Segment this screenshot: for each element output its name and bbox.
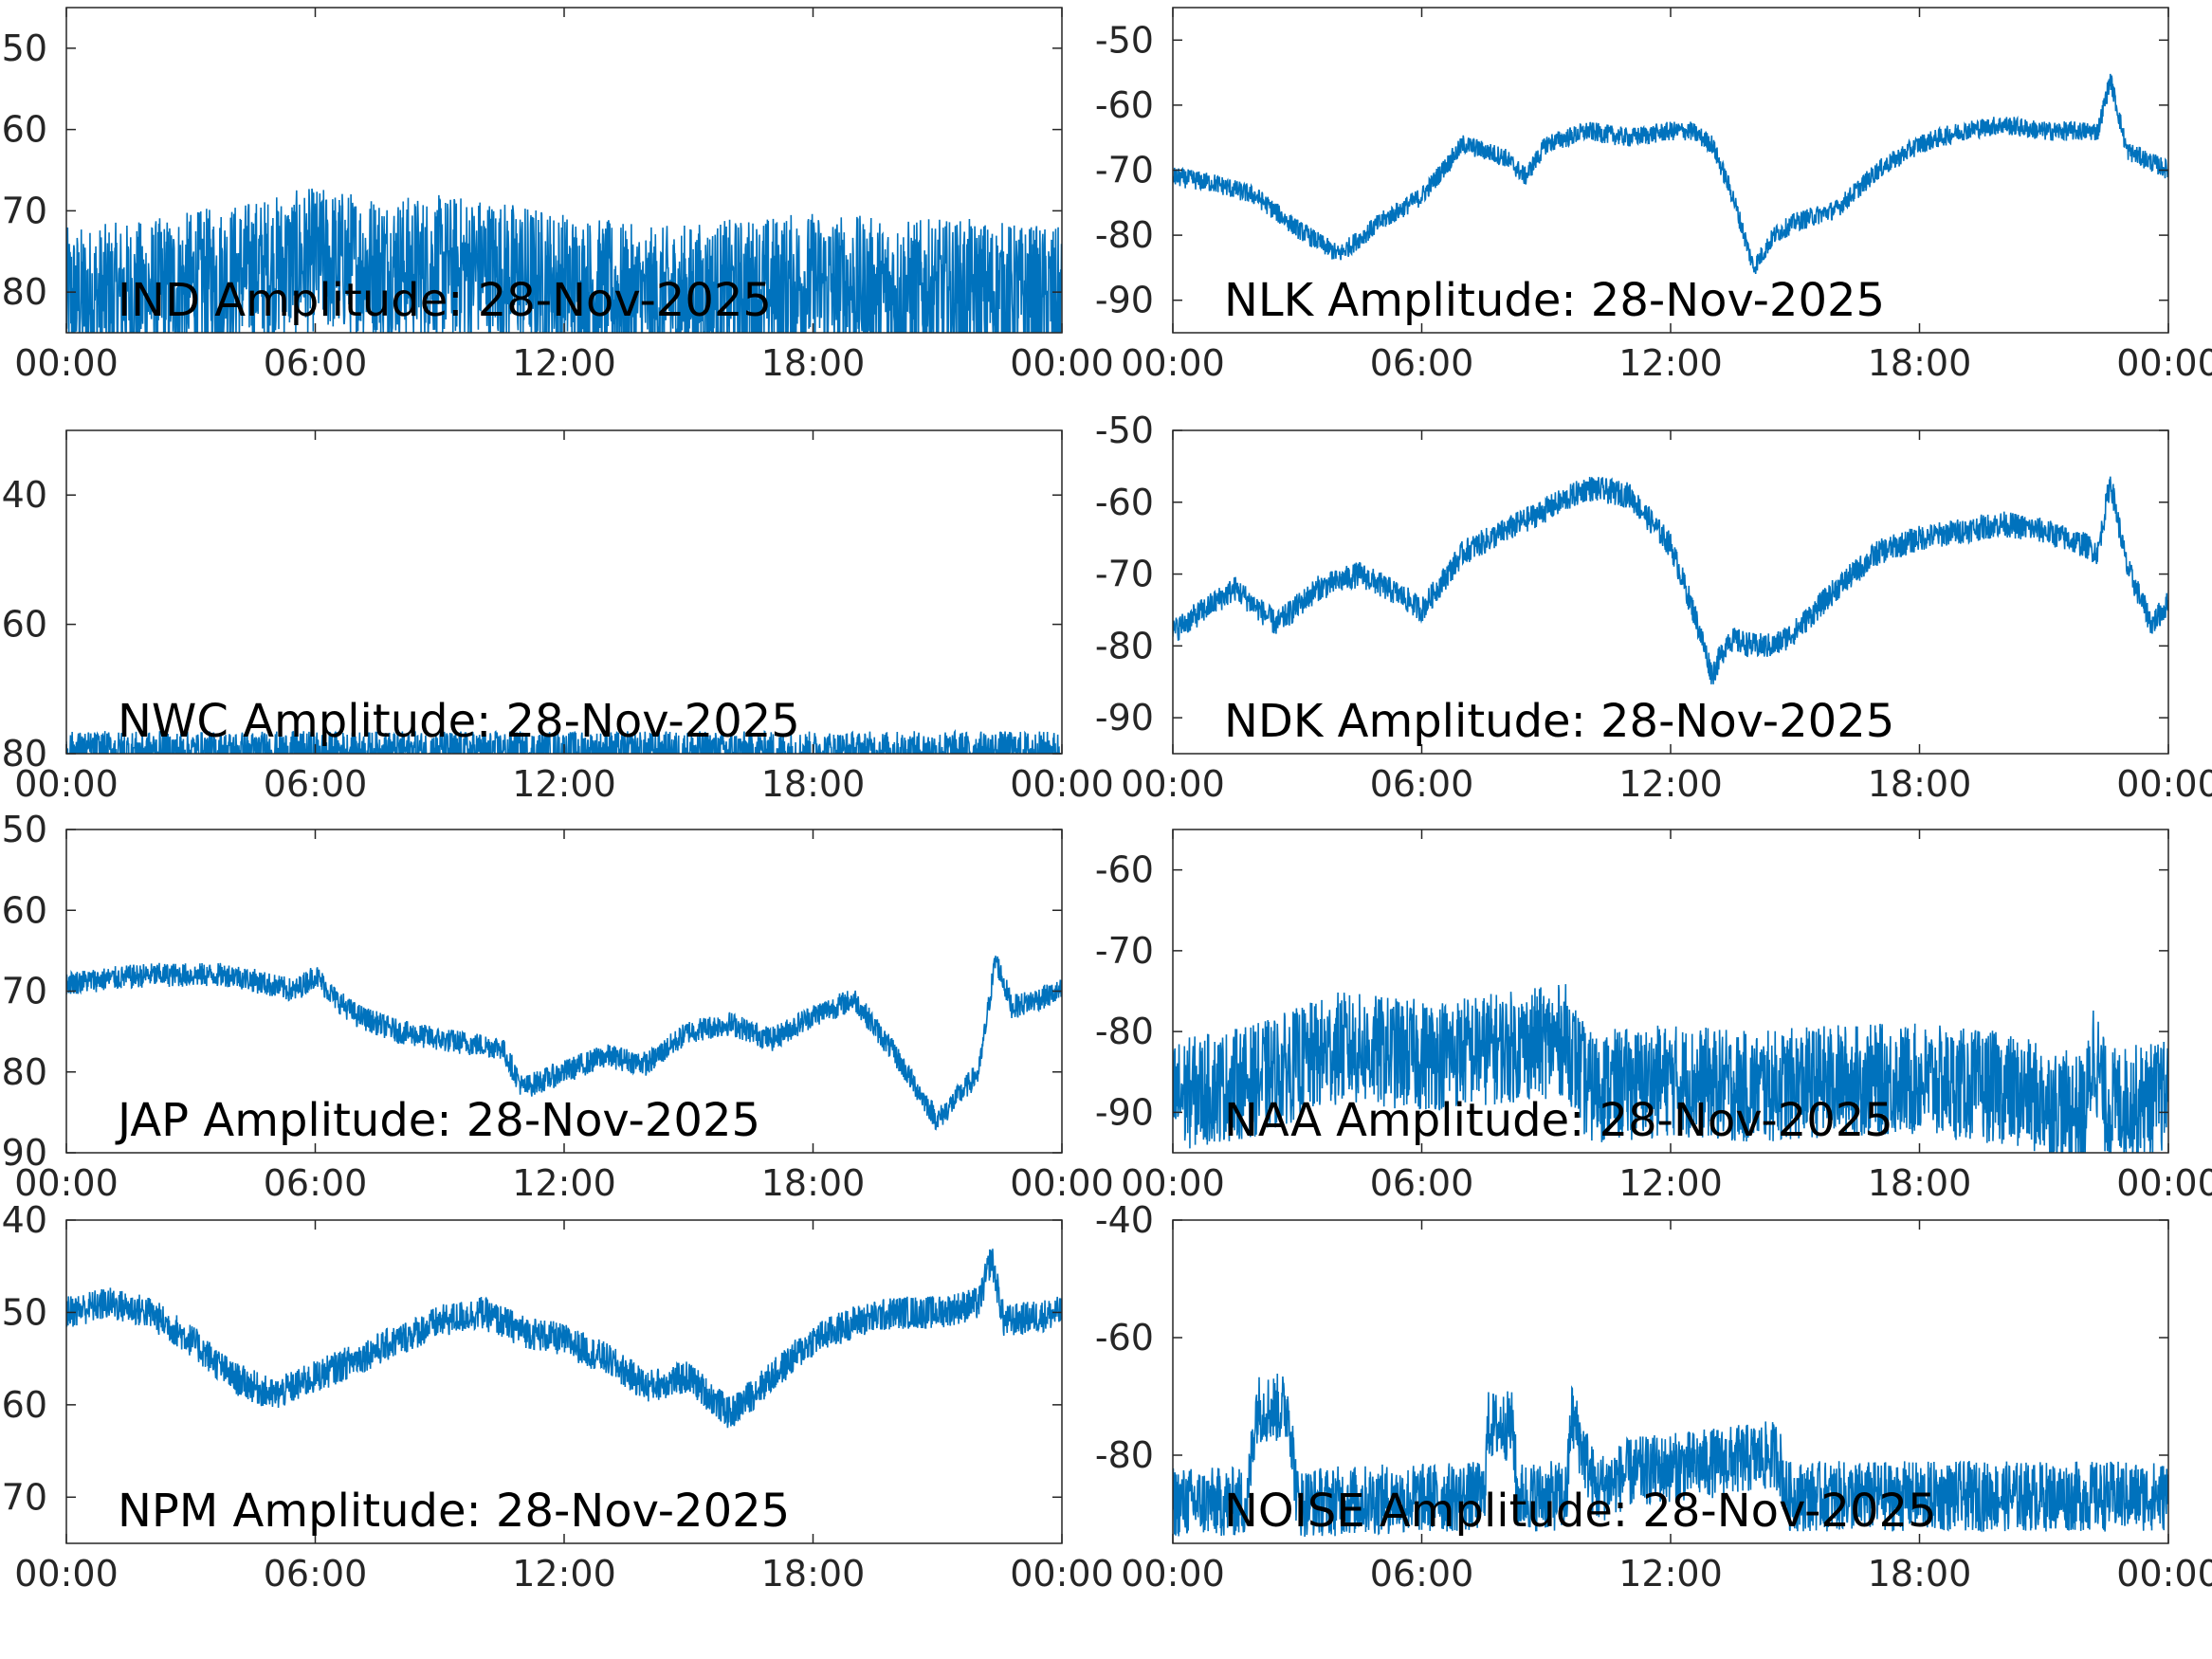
- series-line-naa: [1173, 984, 2168, 1153]
- x-tick-label: 00:00: [14, 1553, 119, 1595]
- y-tick-label: 60: [2, 889, 47, 931]
- x-tick-label: 06:00: [1370, 342, 1474, 384]
- x-tick-label: 00:00: [2116, 342, 2212, 384]
- x-tick-label: 06:00: [1370, 1553, 1474, 1595]
- y-tick-label: 60: [2, 109, 47, 151]
- subplot-nwc: 00:00 06:00 12:00 18:00 00:00 40 60 80 NWC Ampli…: [2, 429, 1114, 805]
- x-tick-label: 12:00: [512, 1162, 616, 1204]
- x-tick-label: 18:00: [761, 1162, 866, 1204]
- chart-title: NWC Amplitude: 28-Nov-2025: [118, 695, 800, 748]
- y-tick-label: 50: [2, 1291, 47, 1333]
- x-tick-label: 00:00: [1010, 1162, 1114, 1204]
- subplot-npm: 00:00 06:00 12:00 18:00 00:00 40 50 60 70 NPM Amp…: [2, 1199, 1114, 1595]
- x-tick-label: 18:00: [1868, 342, 1972, 384]
- y-tick-label: -70: [1095, 930, 1154, 972]
- y-tick-label: 80: [2, 271, 47, 313]
- x-tick-label: 12:00: [1618, 1162, 1723, 1204]
- y-tick-label: -80: [1095, 1434, 1154, 1476]
- series-line-nwc: [66, 728, 1061, 754]
- x-tick-label: 00:00: [14, 342, 119, 384]
- x-tick-label: 00:00: [1010, 763, 1114, 805]
- x-tick-label: 00:00: [1121, 1553, 1225, 1595]
- chart-title: NLK Amplitude: 28-Nov-2025: [1224, 274, 1885, 327]
- chart-title: JAP Amplitude: 28-Nov-2025: [115, 1094, 760, 1147]
- y-tick-label: -60: [1095, 849, 1154, 891]
- subplot-noise: 00:00 06:00 12:00 18:00 00:00 -40 -60 -80 NOISE …: [1095, 1199, 2212, 1595]
- y-tick-label: -90: [1095, 1091, 1154, 1133]
- subplot-ind: 00:00 06:00 12:00 18:00 00:00 50 60 70 80 IND Amp…: [2, 7, 1114, 384]
- x-tick-label: 00:00: [1121, 1162, 1225, 1204]
- y-tick-label: -70: [1095, 150, 1154, 191]
- series-line-noise: [1173, 1374, 2168, 1538]
- chart-title: NDK Amplitude: 28-Nov-2025: [1224, 695, 1894, 748]
- y-tick-label: 40: [2, 474, 47, 516]
- x-tick-label: 18:00: [761, 763, 866, 805]
- x-tick-label: 18:00: [1868, 1553, 1972, 1595]
- y-tick-label: 90: [2, 1132, 47, 1174]
- subplot-nlk: 00:00 06:00 12:00 18:00 00:00 -50 -60 -70 -80 -90…: [1095, 7, 2212, 384]
- y-tick-label: 60: [2, 1384, 47, 1426]
- y-tick-label: -60: [1095, 1317, 1154, 1358]
- y-tick-label: 80: [2, 1051, 47, 1093]
- x-tick-label: 12:00: [1618, 763, 1723, 805]
- x-tick-label: 00:00: [14, 763, 119, 805]
- x-tick-label: 12:00: [1618, 1553, 1723, 1595]
- series-line-ndk: [1173, 476, 2168, 684]
- chart-title: NOISE Amplitude: 28-Nov-2025: [1224, 1485, 1937, 1538]
- chart-title: IND Amplitude: 28-Nov-2025: [118, 274, 772, 327]
- x-tick-label: 00:00: [1010, 1553, 1114, 1595]
- y-tick-label: -60: [1095, 84, 1154, 126]
- chart-title: NPM Amplitude: 28-Nov-2025: [118, 1485, 790, 1538]
- y-tick-label: -80: [1095, 214, 1154, 256]
- x-tick-label: 18:00: [1868, 763, 1972, 805]
- x-tick-label: 00:00: [2116, 763, 2212, 805]
- x-tick-label: 18:00: [761, 342, 866, 384]
- x-tick-label: 18:00: [1868, 1162, 1972, 1204]
- y-tick-label: -50: [1095, 19, 1154, 61]
- x-tick-label: 12:00: [512, 763, 616, 805]
- x-tick-label: 06:00: [1370, 763, 1474, 805]
- x-tick-label: 00:00: [2116, 1553, 2212, 1595]
- x-tick-label: 00:00: [1010, 342, 1114, 384]
- y-tick-label: -80: [1095, 625, 1154, 666]
- x-tick-label: 00:00: [1121, 763, 1225, 805]
- y-tick-label: 50: [2, 27, 47, 69]
- x-tick-label: 00:00: [1121, 342, 1225, 384]
- y-tick-label: -90: [1095, 697, 1154, 738]
- x-tick-label: 00:00: [14, 1162, 119, 1204]
- x-tick-label: 06:00: [264, 763, 368, 805]
- y-tick-label: 50: [2, 809, 47, 850]
- series-line-npm: [66, 1249, 1062, 1429]
- subplot-naa: 00:00 06:00 12:00 18:00 00:00 -60 -70 -80 -90 NAA…: [1095, 829, 2212, 1204]
- y-tick-label: -60: [1095, 482, 1154, 523]
- y-tick-label: 70: [2, 1476, 47, 1518]
- series-line-jap: [66, 956, 1062, 1131]
- y-tick-label: -70: [1095, 554, 1154, 595]
- y-tick-label: 80: [2, 733, 47, 775]
- x-tick-label: 06:00: [264, 1162, 368, 1204]
- y-tick-label: 70: [2, 190, 47, 231]
- y-tick-label: -50: [1095, 410, 1154, 451]
- y-tick-label: 70: [2, 971, 47, 1012]
- chart-title: NAA Amplitude: 28-Nov-2025: [1224, 1094, 1893, 1147]
- series-line-ind: [66, 188, 1062, 333]
- subplot-jap: 00:00 06:00 12:00 18:00 00:00 50 60 70 80 90 JAP A…: [2, 809, 1114, 1204]
- subplot-ndk: 00:00 06:00 12:00 18:00 00:00 -50 -60 -70 -80 -90…: [1095, 410, 2212, 805]
- x-tick-label: 12:00: [1618, 342, 1723, 384]
- x-tick-label: 06:00: [264, 1553, 368, 1595]
- y-tick-label: -90: [1095, 280, 1154, 321]
- x-tick-label: 12:00: [512, 342, 616, 384]
- x-tick-label: 12:00: [512, 1553, 616, 1595]
- series-line-nlk: [1173, 73, 2168, 274]
- x-tick-label: 06:00: [1370, 1162, 1474, 1204]
- y-tick-label: -40: [1095, 1199, 1154, 1241]
- y-tick-label: 60: [2, 604, 47, 646]
- x-tick-label: 06:00: [264, 342, 368, 384]
- x-tick-label: 00:00: [2116, 1162, 2212, 1204]
- x-tick-label: 18:00: [761, 1553, 866, 1595]
- y-tick-label: -80: [1095, 1011, 1154, 1052]
- y-tick-label: 40: [2, 1199, 47, 1241]
